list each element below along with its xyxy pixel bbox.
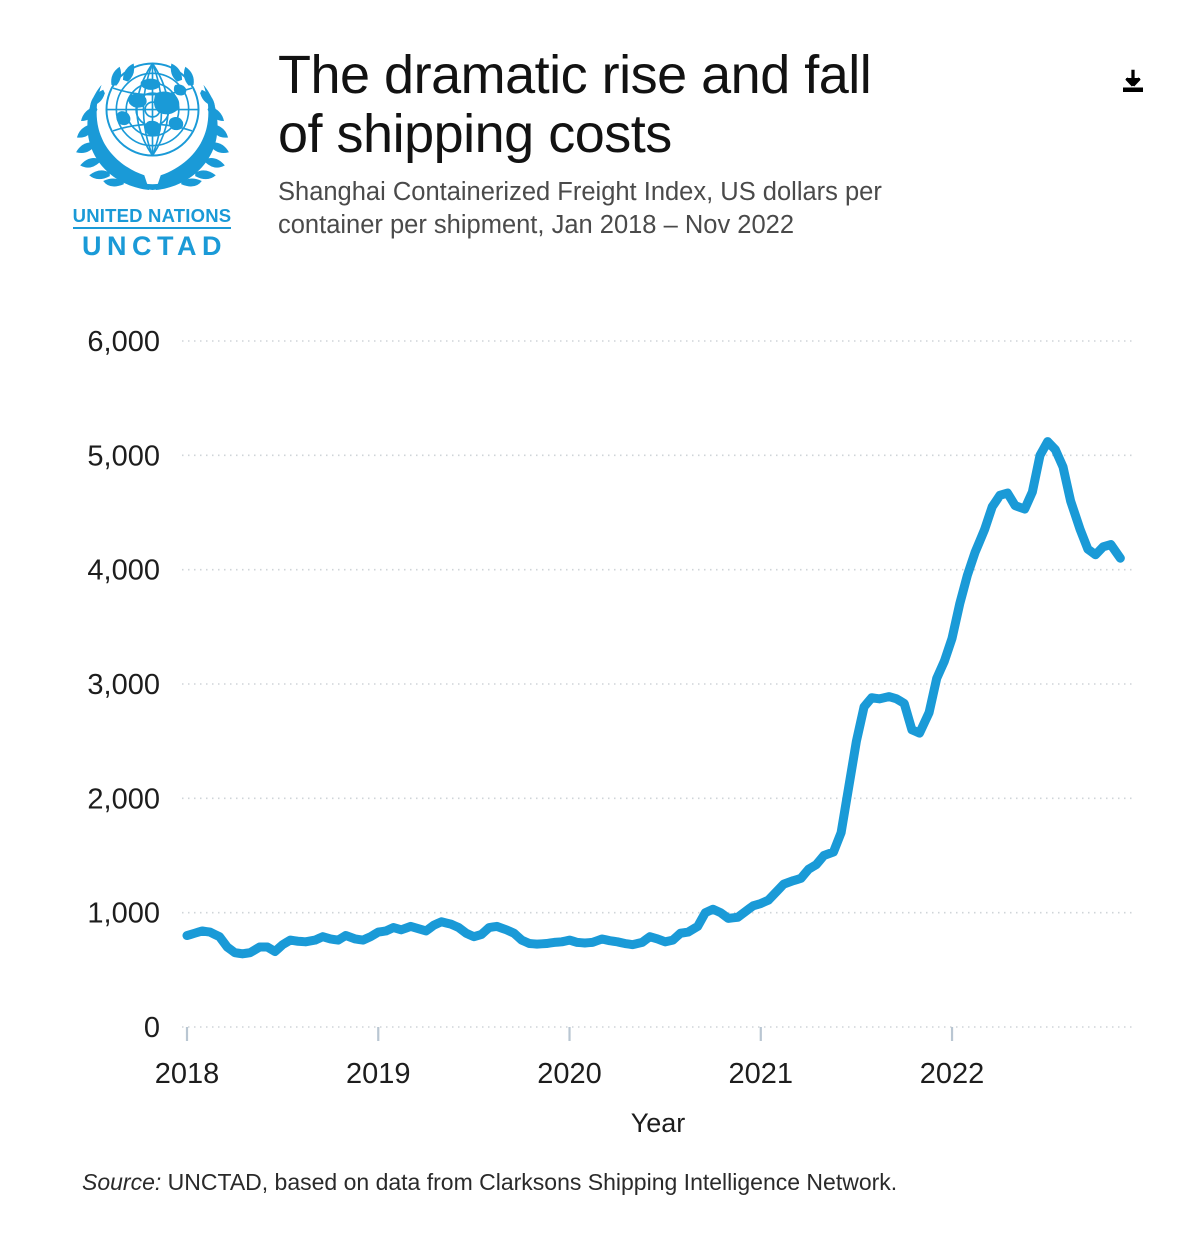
x-axis-tick-label: 2022 (920, 1058, 985, 1090)
title-block: The dramatic rise and fall of shipping c… (278, 45, 1038, 242)
x-axis-title: Year (631, 1108, 686, 1138)
x-axis-tick-labels: 2018 2019 2020 2021 2022 (155, 1058, 985, 1090)
page-title: The dramatic rise and fall of shipping c… (278, 45, 872, 165)
x-axis-tick-label: 2019 (346, 1058, 411, 1090)
chart-header: UNITED NATIONS UNCTAD The dramatic rise … (0, 0, 1184, 300)
y-axis-tick-label: 0 (144, 1012, 160, 1044)
un-emblem-icon (75, 62, 229, 191)
data-series-line (182, 437, 1125, 959)
x-axis-tick-label: 2018 (155, 1058, 220, 1090)
unctad-logo: UNITED NATIONS UNCTAD (62, 52, 242, 262)
y-axis-tick-label: 5,000 (87, 440, 160, 472)
source-note: Source: UNCTAD, based on data from Clark… (82, 1168, 1184, 1198)
logo-united-nations-text: UNITED NATIONS (72, 205, 232, 230)
x-axis-tick-label: 2020 (537, 1058, 602, 1090)
logo-unctad-text: UNCTAD (82, 231, 227, 262)
download-icon (1123, 69, 1143, 92)
y-axis-tick-label: 2,000 (87, 783, 160, 815)
y-axis-tick-label: 4,000 (87, 555, 160, 587)
source-text: UNCTAD, based on data from Clarksons Shi… (161, 1169, 898, 1195)
x-axis-tick-label: 2021 (729, 1058, 794, 1090)
chart-area: 0 1,000 2,000 3,000 4,000 5,000 6,000 2018 2019… (0, 300, 1184, 1180)
page-subtitle: Shanghai Containerized Freight Index, US… (278, 177, 882, 239)
chart-footer: Source: UNCTAD, based on data from Clark… (0, 1168, 1184, 1198)
line-chart: 0 1,000 2,000 3,000 4,000 5,000 6,000 2018 2019… (87, 326, 1132, 1138)
y-axis-tick-label: 1,000 (87, 898, 160, 930)
y-axis-tick-label: 3,000 (87, 669, 160, 701)
y-axis-tick-labels: 0 1,000 2,000 3,000 4,000 5,000 6,000 (87, 326, 160, 1044)
source-label: Source: (82, 1169, 162, 1195)
download-button[interactable] (1110, 58, 1156, 104)
x-axis-ticks (185, 1027, 954, 1041)
y-axis-tick-label: 6,000 (87, 326, 160, 358)
gridlines (182, 340, 1132, 1028)
